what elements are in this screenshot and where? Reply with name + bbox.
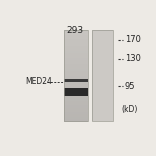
Text: 293: 293 bbox=[66, 26, 83, 35]
Bar bbox=[64, 112, 88, 115]
Bar bbox=[64, 44, 88, 46]
Bar bbox=[64, 73, 88, 76]
Bar bbox=[64, 71, 88, 74]
Bar bbox=[64, 64, 88, 67]
Bar bbox=[64, 39, 88, 42]
Bar bbox=[64, 60, 88, 62]
Text: 170: 170 bbox=[125, 35, 141, 44]
Bar bbox=[64, 42, 88, 44]
Bar bbox=[64, 98, 88, 101]
Bar bbox=[64, 119, 88, 122]
Bar bbox=[64, 69, 88, 72]
Bar bbox=[64, 35, 88, 37]
Bar bbox=[64, 62, 88, 65]
Bar bbox=[64, 78, 88, 81]
Bar bbox=[64, 55, 88, 58]
Bar bbox=[64, 92, 88, 94]
Bar bbox=[92, 30, 113, 121]
Bar bbox=[64, 107, 88, 110]
Bar bbox=[64, 46, 88, 49]
Bar bbox=[64, 33, 88, 35]
Bar bbox=[64, 96, 88, 99]
Bar bbox=[64, 76, 88, 78]
Bar bbox=[64, 117, 88, 119]
Bar bbox=[64, 67, 88, 69]
Text: 130: 130 bbox=[125, 54, 141, 63]
Bar bbox=[64, 105, 88, 108]
Bar bbox=[64, 88, 88, 96]
Bar bbox=[64, 30, 88, 121]
Bar bbox=[64, 53, 88, 56]
Bar bbox=[64, 114, 88, 117]
Bar bbox=[64, 110, 88, 112]
Bar bbox=[64, 89, 88, 92]
Bar bbox=[64, 103, 88, 106]
Bar bbox=[64, 30, 88, 33]
Bar bbox=[64, 58, 88, 60]
Bar bbox=[92, 30, 113, 121]
Bar bbox=[64, 83, 88, 85]
Text: MED24: MED24 bbox=[26, 77, 53, 86]
Bar bbox=[64, 94, 88, 97]
Text: (kD): (kD) bbox=[122, 105, 138, 114]
Text: 95: 95 bbox=[125, 82, 135, 91]
Bar bbox=[64, 101, 88, 103]
Bar bbox=[64, 85, 88, 88]
Bar bbox=[64, 49, 88, 51]
Bar bbox=[64, 51, 88, 53]
Bar bbox=[64, 37, 88, 40]
Bar bbox=[64, 87, 88, 90]
Bar bbox=[64, 80, 88, 83]
Bar bbox=[64, 79, 88, 82]
